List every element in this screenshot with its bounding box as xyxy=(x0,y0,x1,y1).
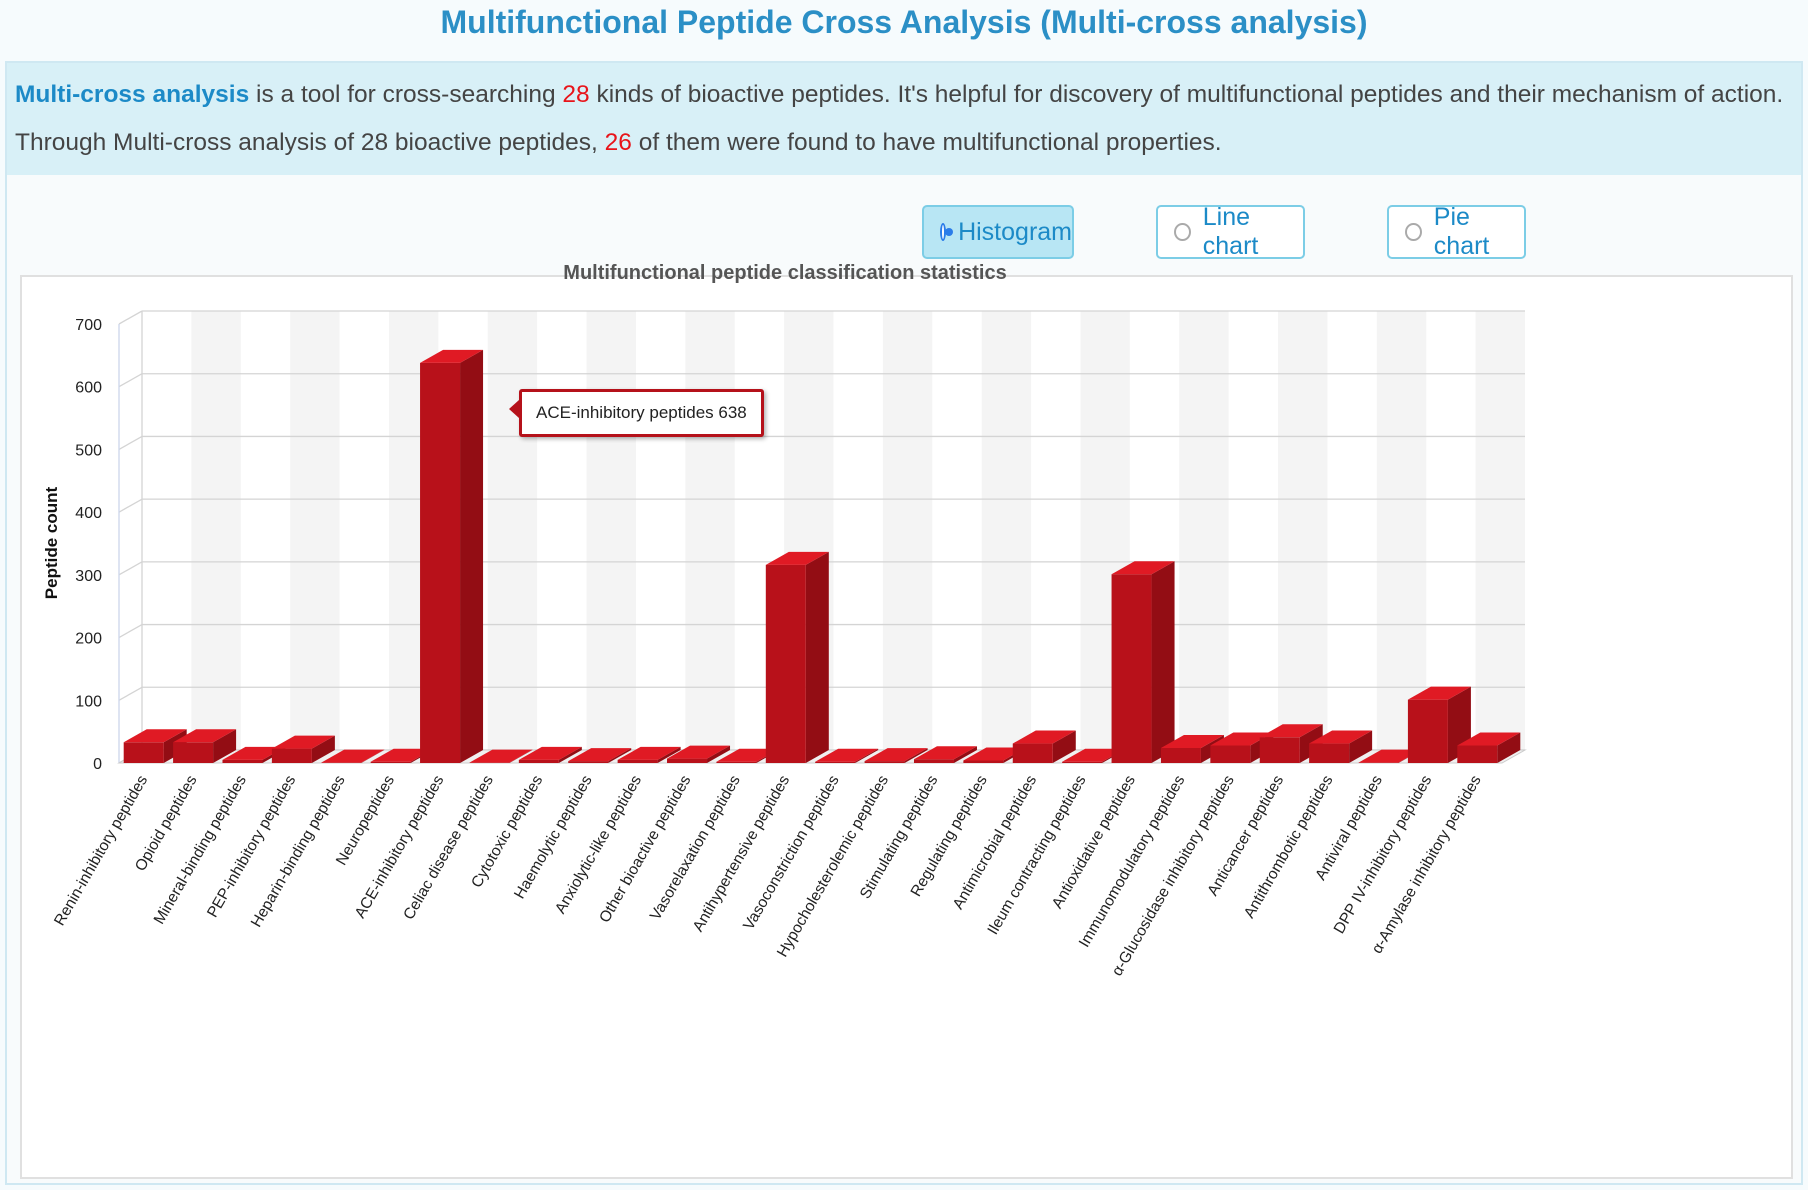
bar-front xyxy=(1112,574,1152,763)
background-band xyxy=(1179,311,1228,750)
background-band xyxy=(587,311,636,750)
bar-front xyxy=(716,762,756,763)
background-band xyxy=(488,311,537,750)
bar xyxy=(1112,561,1175,763)
y-tick-label: 400 xyxy=(75,505,102,522)
x-tick-label: Heparin-binding peptides xyxy=(248,772,349,930)
bar-side xyxy=(460,350,483,763)
background-band xyxy=(685,311,734,750)
gridline-side xyxy=(119,311,142,324)
background-band xyxy=(1476,311,1525,750)
gridline-side xyxy=(119,562,142,575)
bar-front xyxy=(1457,745,1497,763)
bar-front xyxy=(667,759,707,763)
gridline-side xyxy=(119,499,142,512)
background-band xyxy=(290,311,339,750)
x-tick-label: Renin-inhibitory peptides xyxy=(51,772,151,928)
x-tick-label: DPP IV-inhibitory peptides xyxy=(1331,772,1436,936)
bar-front xyxy=(222,760,262,763)
bar-front xyxy=(519,760,559,763)
bar xyxy=(766,552,829,763)
bar-front xyxy=(618,760,658,763)
x-tick-label: ACE-inhibitory peptides xyxy=(352,772,448,921)
bar-front xyxy=(865,761,905,763)
bar-front xyxy=(1062,762,1102,763)
background-band xyxy=(191,311,240,750)
x-tick-label: Other bioactive peptides xyxy=(596,772,694,925)
bar-front xyxy=(173,742,213,763)
bar-front xyxy=(272,749,312,763)
analysis-panel: Multi-cross analysis is a tool for cross… xyxy=(5,61,1803,1185)
bar-front xyxy=(420,363,460,763)
bar-front xyxy=(766,565,806,763)
bar-side xyxy=(1152,561,1175,763)
y-tick-label: 300 xyxy=(75,568,102,585)
y-tick-label: 100 xyxy=(75,693,102,710)
chart-title: Multifunctional peptide classification s… xyxy=(563,262,1006,284)
bar-front xyxy=(568,761,608,763)
x-tick-label: Celiac disease peptides xyxy=(400,772,497,922)
x-tick-label: PEP-inhibitory peptides xyxy=(204,772,299,920)
y-tick-label: 700 xyxy=(75,317,102,334)
bar-front xyxy=(371,762,411,763)
chart-container: 0 100 200 300 400 500 600 700 Renin-inhibitory p… xyxy=(20,275,1793,1179)
y-tick-label: 600 xyxy=(75,380,102,397)
background-band xyxy=(883,311,932,750)
x-tick-label: Vasorelaxation peptides xyxy=(647,772,744,923)
y-tick-label: 0 xyxy=(93,756,102,773)
gridline-side xyxy=(119,625,142,638)
bar-front xyxy=(815,762,855,763)
gridline-side xyxy=(119,687,142,700)
bar-front xyxy=(1408,700,1448,763)
background-band xyxy=(982,311,1031,750)
x-tick-label: Anxiolytic-like peptides xyxy=(552,772,645,917)
bar xyxy=(420,350,483,763)
bar-side xyxy=(806,552,829,763)
y-axis-label: Peptide count xyxy=(42,486,61,599)
gridline-side xyxy=(119,436,142,449)
bar-front xyxy=(1210,745,1250,763)
y-tick-label: 500 xyxy=(75,442,102,459)
background-band xyxy=(1377,311,1426,750)
bar-front xyxy=(963,760,1003,763)
bar-tooltip: ACE-inhibitory peptides 638 xyxy=(519,389,764,437)
y-tick-label: 200 xyxy=(75,631,102,648)
x-tick-label: Ileum contracting peptides xyxy=(984,772,1089,937)
bar-front xyxy=(124,742,164,763)
bar-front xyxy=(1260,737,1300,763)
gridline-side xyxy=(119,374,142,387)
bar-front xyxy=(1309,744,1349,763)
background-band xyxy=(1278,311,1327,750)
x-tick-label: Mineral-binding peptides xyxy=(151,772,250,927)
bar-front xyxy=(914,759,954,763)
bar-front xyxy=(1013,744,1053,763)
bar-front xyxy=(1161,748,1201,763)
x-tick-label: Antithrombotic peptides xyxy=(1241,772,1337,921)
x-tick-label: Vasoconstriction peptides xyxy=(740,772,843,933)
x-tick-label: Antihypertensive peptides xyxy=(690,772,794,934)
